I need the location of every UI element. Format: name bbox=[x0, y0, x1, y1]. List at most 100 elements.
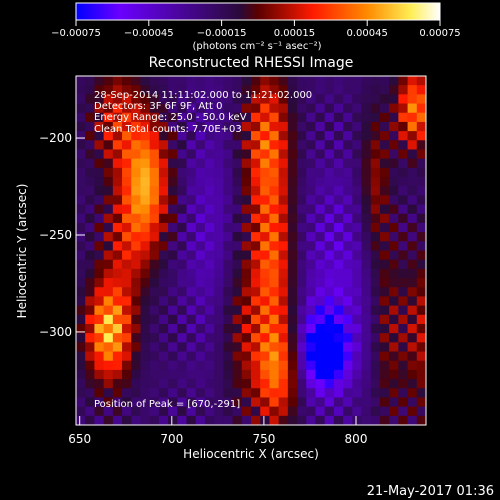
heatmap-cell bbox=[195, 158, 206, 169]
heatmap-cell bbox=[122, 158, 132, 169]
heatmap-cell bbox=[352, 333, 362, 343]
annotation-block: 28-Sep-2014 11:11:02.000 to 11:21:02.000… bbox=[94, 90, 312, 135]
heatmap-cell bbox=[333, 369, 344, 380]
heatmap-cell bbox=[361, 121, 372, 132]
heatmap-cell bbox=[204, 360, 215, 371]
heatmap-cell bbox=[94, 149, 105, 160]
heatmap-cell bbox=[214, 103, 224, 114]
heatmap-cell bbox=[158, 342, 169, 352]
heatmap-cell bbox=[361, 388, 372, 398]
heatmap-cell bbox=[333, 177, 344, 187]
heatmap-cell bbox=[131, 406, 141, 417]
heatmap-cell bbox=[260, 76, 270, 86]
heatmap-cell bbox=[232, 149, 243, 160]
heatmap-cell bbox=[315, 76, 326, 86]
heatmap-cell bbox=[324, 360, 335, 371]
heatmap-cell bbox=[94, 213, 105, 224]
heatmap-cell bbox=[168, 259, 178, 270]
heatmap-cell bbox=[168, 76, 178, 86]
heatmap-cell bbox=[241, 232, 252, 242]
heatmap-cell bbox=[103, 103, 114, 114]
heatmap-cell bbox=[287, 342, 298, 352]
heatmap-cell bbox=[352, 250, 362, 261]
heatmap-cell bbox=[361, 241, 372, 251]
heatmap-cell bbox=[76, 278, 86, 288]
heatmap-cell bbox=[260, 406, 270, 417]
heatmap-cell bbox=[278, 305, 289, 316]
heatmap-cell bbox=[186, 388, 197, 398]
heatmap-cell bbox=[306, 232, 316, 242]
heatmap-cell bbox=[297, 76, 307, 86]
heatmap-cell bbox=[76, 167, 86, 178]
heatmap-cell bbox=[241, 342, 252, 352]
heatmap-cell bbox=[370, 112, 381, 123]
heatmap-cell bbox=[343, 379, 353, 389]
heatmap-cell bbox=[269, 213, 280, 224]
heatmap-cell bbox=[379, 94, 390, 104]
heatmap-cell bbox=[241, 158, 252, 169]
heatmap-cell bbox=[333, 195, 344, 205]
heatmap-cell bbox=[379, 296, 390, 306]
heatmap-cell bbox=[333, 415, 344, 425]
heatmap-cell bbox=[140, 305, 151, 316]
heatmap-cell bbox=[333, 158, 344, 169]
heatmap-cell bbox=[168, 186, 178, 196]
heatmap-cell bbox=[287, 268, 298, 279]
heatmap-cell bbox=[379, 149, 390, 160]
heatmap-cell bbox=[361, 278, 372, 288]
heatmap-cell bbox=[260, 167, 270, 178]
heatmap-cell bbox=[297, 158, 307, 169]
heatmap-cell bbox=[306, 360, 316, 371]
heatmap-cell bbox=[297, 250, 307, 261]
heatmap-cells bbox=[76, 76, 426, 425]
heatmap-cell bbox=[131, 388, 141, 398]
heatmap-cell bbox=[370, 121, 381, 132]
heatmap-cell bbox=[186, 222, 197, 233]
footer-date: 21-May-2017 01:36 bbox=[367, 484, 494, 499]
heatmap-cell bbox=[195, 94, 206, 104]
heatmap-cell bbox=[352, 360, 362, 371]
heatmap-cell bbox=[416, 360, 426, 371]
heatmap-cell bbox=[140, 406, 151, 417]
y-axis-label: Heliocentric Y (arcsec) bbox=[15, 184, 29, 319]
heatmap-cell bbox=[85, 250, 95, 261]
heatmap-cell bbox=[85, 76, 95, 86]
heatmap-cell bbox=[112, 314, 123, 325]
heatmap-cell bbox=[269, 360, 280, 371]
heatmap-cell bbox=[370, 296, 381, 306]
heatmap-cell bbox=[343, 121, 353, 132]
heatmap-cell bbox=[94, 406, 105, 417]
heatmap-cell bbox=[94, 379, 105, 389]
heatmap-cell bbox=[186, 305, 197, 316]
heatmap-cell bbox=[195, 388, 206, 398]
heatmap-cell bbox=[416, 388, 426, 398]
heatmap-cell bbox=[103, 314, 114, 325]
heatmap-cell bbox=[315, 177, 326, 187]
heatmap-cell bbox=[223, 351, 233, 362]
heatmap-cell bbox=[158, 222, 169, 233]
heatmap-cell bbox=[168, 222, 178, 233]
heatmap-cell bbox=[112, 232, 123, 242]
heatmap-cell bbox=[251, 222, 261, 233]
heatmap-cell bbox=[398, 213, 408, 224]
heatmap-cell bbox=[416, 112, 426, 123]
annotation-time-range: 28-Sep-2014 11:11:02.000 to 11:21:02.000 bbox=[94, 90, 312, 101]
heatmap-cell bbox=[269, 177, 280, 187]
heatmap-cell bbox=[94, 112, 105, 123]
heatmap-cell bbox=[158, 241, 169, 251]
heatmap-cell bbox=[278, 351, 289, 362]
heatmap-cell bbox=[324, 287, 335, 297]
heatmap-cell bbox=[260, 369, 270, 380]
heatmap-cell bbox=[287, 333, 298, 343]
heatmap-cell bbox=[297, 177, 307, 187]
heatmap-cell bbox=[177, 305, 187, 316]
heatmap-cell bbox=[214, 149, 224, 160]
heatmap-cell bbox=[241, 268, 252, 279]
heatmap-cell bbox=[278, 278, 289, 288]
heatmap-cell bbox=[149, 388, 160, 398]
heatmap-cell bbox=[370, 278, 381, 288]
heatmap-cell bbox=[389, 323, 399, 334]
heatmap-cell bbox=[315, 369, 326, 380]
heatmap-cell bbox=[195, 333, 206, 343]
heatmap-cell bbox=[251, 379, 261, 389]
